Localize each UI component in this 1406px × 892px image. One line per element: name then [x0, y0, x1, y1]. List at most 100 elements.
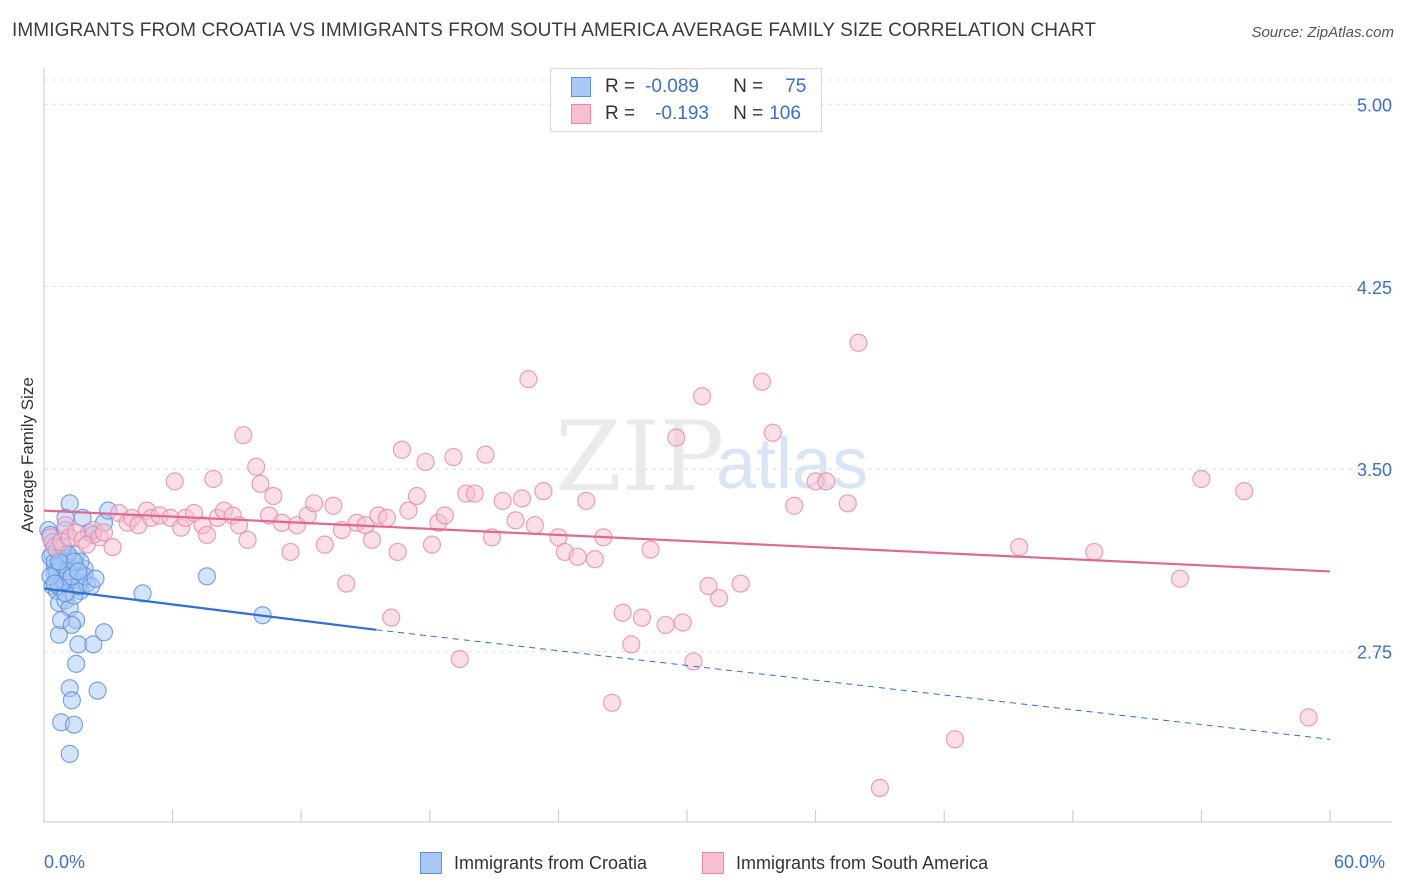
- south-america-point: [382, 608, 401, 627]
- south-america-point: [304, 494, 324, 513]
- croatia-point: [69, 562, 88, 581]
- south-america-point: [315, 535, 334, 554]
- croatia-point: [86, 569, 105, 588]
- south-america-point: [585, 550, 604, 569]
- south-america-point: [785, 496, 804, 515]
- croatia-point: [64, 715, 84, 734]
- south-america-point: [392, 440, 412, 459]
- south-america-point: [525, 516, 544, 535]
- south-america-point: [377, 508, 397, 528]
- south-america-point: [1085, 542, 1104, 562]
- south-america-point: [422, 535, 442, 554]
- croatia-point: [67, 654, 86, 673]
- south-america-point: [870, 778, 890, 798]
- watermark-atlas: atlas: [716, 424, 868, 504]
- south-america-point: [324, 496, 343, 515]
- south-america-point: [362, 530, 382, 549]
- y-tick-label: 3.50: [1357, 460, 1392, 480]
- south-america-point: [264, 486, 283, 506]
- south-america-point: [388, 542, 407, 562]
- south-america-point: [673, 613, 692, 632]
- south-america-point: [752, 372, 772, 391]
- south-america-point: [337, 574, 356, 593]
- croatia-point: [94, 623, 114, 642]
- bottom-legend-swatch-blue: [420, 852, 442, 874]
- south-america-point: [710, 589, 729, 608]
- croatia-point: [60, 744, 79, 763]
- croatia-point: [45, 574, 64, 593]
- y-tick-label: 5.00: [1357, 95, 1392, 115]
- croatia-point: [62, 691, 81, 710]
- south-america-trend-line: [43, 509, 1331, 573]
- legend-r-value: -0.193: [655, 103, 709, 124]
- legend-n-label: N =: [733, 103, 764, 124]
- south-america-point: [699, 576, 718, 596]
- south-america-point: [656, 615, 675, 635]
- south-america-point: [684, 652, 703, 671]
- south-america-point: [519, 370, 538, 389]
- south-america-point: [204, 469, 223, 489]
- south-america-point: [238, 530, 257, 549]
- y-tick-label: 2.75: [1357, 643, 1392, 663]
- south-america-point: [1192, 469, 1211, 489]
- bottom-legend-south-america: Immigrants from South America: [702, 852, 988, 874]
- south-america-point: [945, 730, 965, 749]
- south-america-point: [568, 547, 587, 566]
- south-america-point: [476, 445, 495, 464]
- croatia-point: [88, 681, 107, 700]
- croatia-trend-extension: [376, 629, 1331, 740]
- south-america-point: [103, 537, 122, 557]
- legend-row-croatia: R = -0.089 N = 75: [571, 76, 806, 98]
- legend-row-south-america: R = -0.193 N = 106: [571, 103, 801, 125]
- south-america-point: [94, 523, 114, 542]
- south-america-point: [197, 525, 216, 545]
- legend-n-label: N =: [733, 76, 764, 97]
- south-america-point: [817, 472, 836, 491]
- south-america-point: [622, 635, 641, 654]
- x-tick-max: 60.0%: [1334, 852, 1386, 872]
- south-america-point: [512, 489, 532, 508]
- south-america-point: [838, 494, 857, 513]
- south-america-point: [613, 603, 632, 622]
- south-america-point: [641, 540, 660, 559]
- south-america-point: [849, 333, 868, 352]
- croatia-point: [197, 567, 216, 586]
- legend-swatch-pink: [571, 104, 591, 124]
- legend-r-label: R =: [605, 103, 636, 124]
- south-america-point: [251, 474, 270, 493]
- x-tick-min: 0.0%: [44, 852, 86, 872]
- croatia-point: [62, 615, 81, 635]
- legend-n-value: 106: [769, 103, 801, 124]
- south-america-point: [577, 491, 596, 510]
- south-america-point: [234, 426, 253, 445]
- croatia-point: [84, 635, 103, 654]
- south-america-point: [482, 528, 502, 547]
- south-america-point: [1235, 482, 1254, 501]
- bottom-legend-swatch-pink: [702, 852, 724, 874]
- legend-swatch-blue: [571, 77, 591, 97]
- south-america-point: [247, 457, 266, 476]
- south-america-point: [399, 501, 418, 520]
- croatia-trend-line: [43, 587, 377, 631]
- south-america-point: [1010, 537, 1029, 557]
- south-america-point: [506, 511, 525, 530]
- y-tick-label: 4.25: [1357, 278, 1392, 298]
- legend-r-label: R =: [605, 76, 636, 97]
- south-america-point: [281, 542, 300, 562]
- correlation-legend: R = -0.089 N = 75 R = -0.193 N = 106: [550, 68, 822, 132]
- south-america-point: [450, 649, 469, 669]
- legend-r-value: -0.089: [645, 76, 699, 97]
- south-america-point: [731, 574, 750, 593]
- bottom-legend-croatia: Immigrants from Croatia: [420, 852, 647, 874]
- south-america-point: [534, 482, 553, 501]
- south-america-point: [1299, 708, 1318, 727]
- legend-n-value: 75: [785, 76, 807, 97]
- south-america-point: [465, 484, 484, 503]
- chart-title: IMMIGRANTS FROM CROATIA VS IMMIGRANTS FR…: [12, 20, 1097, 41]
- south-america-point: [435, 506, 454, 525]
- south-america-point: [632, 608, 652, 627]
- south-america-point: [444, 447, 463, 467]
- south-america-point: [1170, 569, 1190, 588]
- source-label: Source: ZipAtlas.com: [1251, 24, 1394, 41]
